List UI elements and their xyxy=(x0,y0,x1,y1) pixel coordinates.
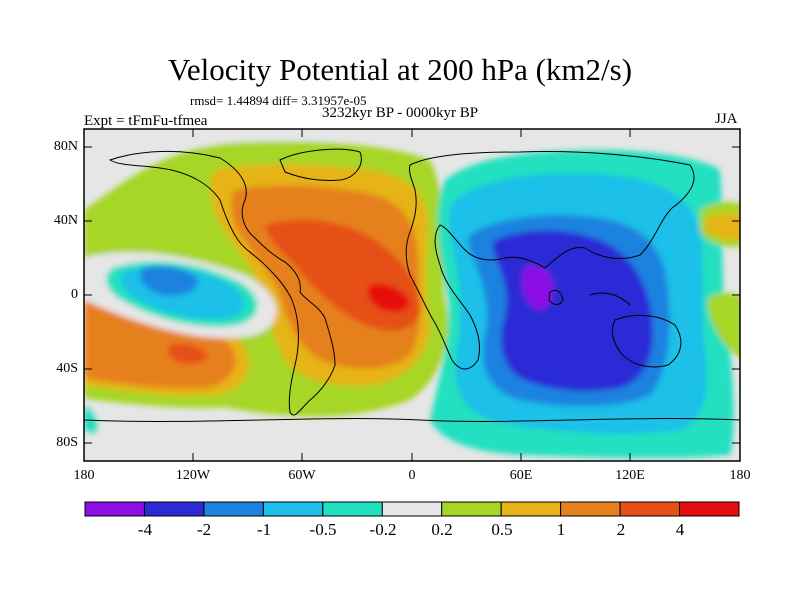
lat-label-80s: 80S xyxy=(56,435,78,450)
colorbar-label: 2 xyxy=(616,520,626,539)
colorbar-label: -4 xyxy=(137,520,153,539)
season-label: JJA xyxy=(715,111,738,127)
colorbar-swatch xyxy=(560,501,621,517)
lat-label-40s: 40S xyxy=(56,361,78,376)
colorbar-swatch xyxy=(441,501,502,517)
lon-label-60w: 60W xyxy=(288,468,316,483)
colorbar-label: -2 xyxy=(196,520,212,539)
contour-fill xyxy=(84,129,740,461)
lon-label-60e: 60E xyxy=(509,468,533,483)
lon-label-120e: 120E xyxy=(615,468,645,483)
axis-ticks xyxy=(84,129,740,461)
stats-line: rmsd= 1.44894 diff= 3.31957e-05 xyxy=(190,93,367,108)
colorbar-swatch xyxy=(143,501,205,517)
lat-label-80n: 80N xyxy=(53,139,78,154)
lon-label-180w: 180 xyxy=(73,468,95,483)
colorbar-label: 0.2 xyxy=(431,520,453,539)
colorbar-label: 4 xyxy=(675,520,685,539)
experiment-label: Expt = tFmFu-tfmea xyxy=(84,113,208,129)
colorbar-swatch xyxy=(203,501,264,517)
lon-label-120w: 120W xyxy=(175,468,211,483)
lon-label-0: 0 xyxy=(408,468,416,483)
coastlines xyxy=(84,148,740,422)
plot-title: Velocity Potential at 200 hPa (km2/s) xyxy=(167,52,633,87)
colorbar-swatch xyxy=(381,501,443,517)
colorbar-swatch xyxy=(500,501,562,517)
colorbar-label: -0.5 xyxy=(309,520,337,539)
colorbar-swatch xyxy=(262,501,324,517)
colorbar-swatch xyxy=(679,501,740,517)
lon-label-180e: 180 xyxy=(729,468,751,483)
colorbar-swatch xyxy=(619,501,681,517)
colorbar xyxy=(84,501,740,517)
lat-label-0: 0 xyxy=(71,287,78,302)
colorbar-label: 0.5 xyxy=(491,520,513,539)
colorbar-swatch xyxy=(322,501,383,517)
colorbar-label: -1 xyxy=(256,520,272,539)
colorbar-swatch xyxy=(84,501,145,517)
colorbar-label: -0.2 xyxy=(369,520,397,539)
lat-label-40n: 40N xyxy=(53,213,78,228)
period-label: 3232kyr BP - 0000kyr BP xyxy=(322,105,479,121)
colorbar-label: 1 xyxy=(556,520,566,539)
